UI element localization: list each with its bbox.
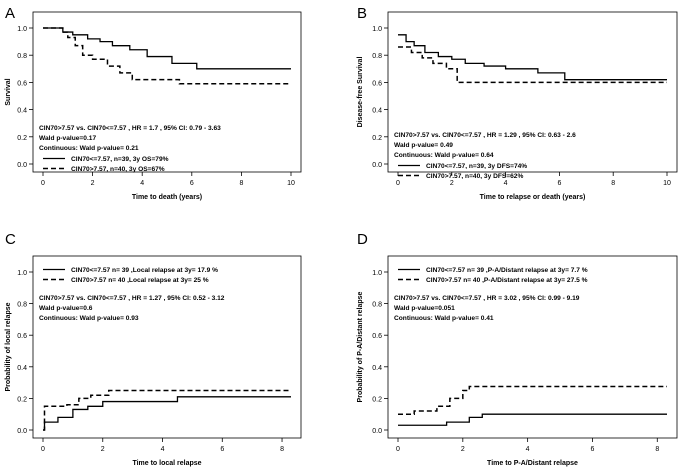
panel-b: B 0.0 0.2 0.4 0.6 0.8 1.0 0 2 4 6 8 10 Time to relaps… (357, 5, 678, 201)
x-tick-label: 6 (557, 180, 561, 187)
series-line-low (43, 396, 291, 431)
x-axis-label: Time to P-A/Distant relapse (487, 460, 578, 467)
stat-annotation: CIN70>7.57 vs. CIN70<=7.57 , HR = 3.02 ,… (394, 295, 580, 302)
stat-annotation: Continuous: Wald p-value= 0.21 (39, 145, 139, 152)
y-tick-label: 0.6 (17, 80, 27, 87)
stat-annotation: Wald p-value=0.6 (39, 305, 93, 312)
x-tick-label: 4 (504, 180, 508, 187)
y-tick-label: 1.0 (372, 270, 382, 277)
y-tick-label: 1.0 (372, 26, 382, 33)
panel-d: D 0.0 0.2 0.4 0.6 0.8 1.0 0 2 4 6 8 Time to P-A/Dist… (357, 231, 678, 467)
y-axis-label: Probability of local relapse (5, 302, 12, 391)
plot-frame (387, 11, 678, 173)
y-tick-label: 0.4 (17, 108, 27, 115)
series-line-low (43, 27, 291, 70)
legend-entry: CIN70<=7.57 n= 39 ,P-A/Distant relapse a… (426, 267, 588, 274)
legend-entry: CIN70>7.57 n= 40 ,Local relapse at 3y= 2… (71, 277, 209, 284)
y-tick-label: 1.0 (17, 270, 27, 277)
y-tick-label: 1.0 (17, 26, 27, 33)
x-tick-label: 4 (526, 446, 530, 453)
plot-frame (387, 255, 678, 439)
x-tick-label: 0 (41, 180, 45, 187)
x-axis-label: Time to relapse or death (years) (480, 194, 586, 201)
panel-a: A 0.0 0.2 0.4 0.6 0.8 1.0 0 2 4 6 8 10 Time to death … (5, 5, 302, 201)
x-tick-label: 8 (655, 446, 659, 453)
legend-entry: CIN70<=7.57 n= 39 ,Local relapse at 3y= … (71, 267, 218, 274)
legend-entry: CIN70<=7.57, n=39, 3y OS=79% (71, 156, 169, 163)
x-tick-label: 10 (663, 180, 671, 187)
stat-annotation: CIN70>7.57 vs. CIN70<=7.57 , HR = 1.7 , … (39, 125, 221, 132)
series-line-high (398, 385, 667, 415)
x-tick-label: 8 (239, 180, 243, 187)
x-tick-label: 2 (101, 446, 105, 453)
panel-label: A (5, 5, 15, 22)
y-tick-label: 0.2 (372, 135, 382, 142)
plot-frame (32, 255, 302, 439)
x-tick-label: 0 (396, 446, 400, 453)
y-tick-label: 0.6 (372, 80, 382, 87)
y-axis-label: Disease-free Survival (357, 57, 364, 128)
x-axis-label: Time to local relapse (132, 460, 201, 467)
x-tick-label: 2 (91, 180, 95, 187)
stat-annotation: Wald p-value=0.17 (39, 135, 96, 142)
stat-annotation: Continuous: Wald p-value= 0.64 (394, 152, 494, 159)
x-tick-label: 8 (611, 180, 615, 187)
x-tick-label: 2 (450, 180, 454, 187)
legend-entry: CIN70>7.57, n=40, 3y OS=67% (71, 166, 165, 173)
stat-annotation: Wald p-value= 0.49 (394, 142, 453, 149)
panel-c: C 0.0 0.2 0.4 0.6 0.8 1.0 0 2 4 6 8 Time to local re… (5, 231, 302, 467)
y-tick-label: 0.8 (372, 53, 382, 60)
x-tick-label: 4 (161, 446, 165, 453)
y-tick-label: 0.2 (17, 135, 27, 142)
y-tick-label: 0.8 (372, 302, 382, 309)
y-tick-label: 0.8 (17, 53, 27, 60)
series-line-high (43, 389, 291, 431)
x-tick-label: 8 (280, 446, 284, 453)
legend-entry: CIN70<=7.57, n=39, 3y DFS=74% (426, 163, 527, 170)
y-axis-label: Survival (5, 78, 12, 105)
y-tick-label: 0.0 (17, 428, 27, 435)
y-axis-label: Probability of P-A/Distant relapse (357, 291, 364, 402)
plot-frame (32, 11, 302, 173)
x-tick-label: 4 (140, 180, 144, 187)
x-tick-label: 6 (591, 446, 595, 453)
stat-annotation: Continuous: Wald p-value= 0.93 (39, 315, 139, 322)
legend-entry: CIN70>7.57, n=40, 3y DFS=62% (426, 173, 523, 180)
series-line-low (398, 34, 667, 81)
x-tick-label: 10 (287, 180, 295, 187)
series-line-low (398, 413, 667, 426)
stat-annotation: CIN70>7.57 vs. CIN70<=7.57 , HR = 1.29 ,… (394, 132, 576, 139)
y-tick-label: 0.0 (372, 162, 382, 169)
x-tick-label: 6 (220, 446, 224, 453)
y-tick-label: 0.2 (372, 396, 382, 403)
stat-annotation: CIN70>7.57 vs. CIN70<=7.57 , HR = 1.27 ,… (39, 295, 225, 302)
x-tick-label: 6 (190, 180, 194, 187)
series-line-high (398, 46, 667, 84)
y-tick-label: 0.6 (372, 333, 382, 340)
y-tick-label: 0.2 (17, 396, 27, 403)
panel-label: D (357, 231, 368, 248)
y-tick-label: 0.8 (17, 302, 27, 309)
panel-label: B (357, 5, 367, 22)
y-tick-label: 0.0 (372, 428, 382, 435)
x-axis-label: Time to death (years) (132, 194, 202, 201)
legend-entry: CIN70>7.57 n= 40 ,P-A/Distant relapse at… (426, 277, 588, 284)
y-tick-label: 0.4 (17, 365, 27, 372)
stat-annotation: Wald p-value=0.051 (394, 305, 455, 312)
y-tick-label: 0.4 (372, 365, 382, 372)
y-tick-label: 0.4 (372, 108, 382, 115)
x-tick-label: 2 (461, 446, 465, 453)
x-tick-label: 0 (396, 180, 400, 187)
panel-label: C (5, 231, 16, 248)
y-tick-label: 0.0 (17, 162, 27, 169)
series-line-high (43, 27, 291, 85)
x-tick-label: 0 (41, 446, 45, 453)
y-tick-label: 0.6 (17, 333, 27, 340)
stat-annotation: Continuous: Wald p-value= 0.41 (394, 315, 494, 322)
